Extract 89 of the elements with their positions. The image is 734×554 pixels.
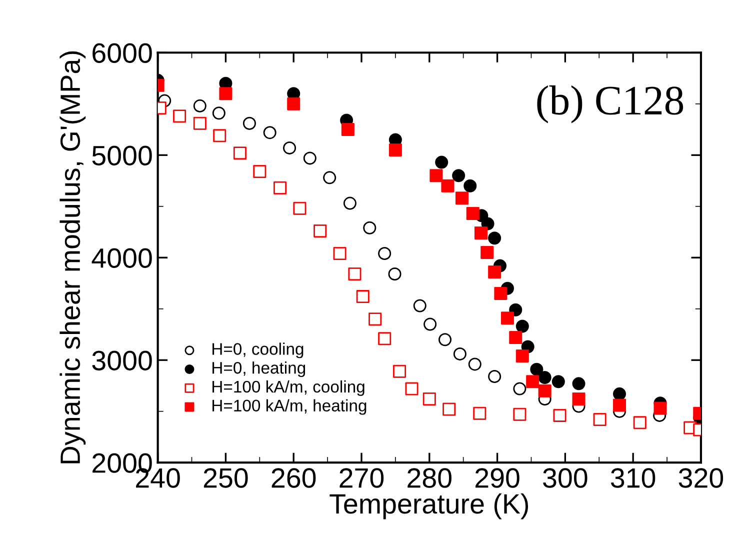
- point: [455, 192, 468, 205]
- annotation: (b) C128: [537, 85, 684, 124]
- point: [405, 382, 418, 396]
- point: [488, 232, 502, 245]
- point: [219, 87, 232, 100]
- point: [413, 299, 426, 312]
- y-tick-label: 3000: [92, 350, 152, 370]
- point: [323, 171, 336, 184]
- point: [480, 246, 494, 259]
- point: [452, 169, 466, 182]
- point: [513, 408, 526, 421]
- legend-label: H=100 kA/m, cooling: [212, 380, 364, 396]
- point: [538, 384, 552, 398]
- x-tick-label: 320: [678, 468, 724, 488]
- x-tick-label: 270: [340, 468, 384, 488]
- point: [343, 196, 356, 210]
- point: [274, 181, 287, 194]
- point: [424, 318, 437, 331]
- point: [341, 122, 354, 136]
- point: [453, 347, 466, 360]
- point: [333, 247, 346, 260]
- point: [253, 165, 266, 178]
- point: [363, 221, 376, 234]
- point: [494, 286, 508, 300]
- y-tick-label: 5000: [92, 146, 152, 166]
- x-axis-title: Temperature (K): [330, 493, 528, 520]
- point: [509, 331, 522, 344]
- point: [654, 402, 667, 415]
- point: [488, 265, 502, 278]
- point: [378, 332, 392, 346]
- point: [633, 416, 646, 430]
- point: [283, 141, 296, 154]
- point: [572, 392, 586, 406]
- point: [393, 364, 406, 378]
- point: [388, 143, 402, 156]
- point: [388, 268, 402, 281]
- point: [530, 362, 544, 376]
- point: [513, 382, 526, 396]
- legend-label: H=100 kA/m, heating: [212, 399, 366, 415]
- point: [435, 156, 448, 169]
- point: [526, 375, 540, 388]
- point: [193, 99, 206, 112]
- point: [263, 126, 276, 140]
- point: [173, 110, 186, 123]
- point: [572, 377, 586, 390]
- point: [368, 312, 382, 326]
- x-tick-label: 300: [543, 468, 588, 488]
- point: [213, 129, 226, 142]
- point: [552, 375, 565, 388]
- x-tick-label: 310: [610, 468, 656, 488]
- y-tick-label: 4000: [92, 248, 152, 268]
- point: [193, 116, 206, 130]
- point: [464, 179, 477, 192]
- point: [212, 106, 226, 120]
- point: [242, 116, 256, 130]
- x-tick-label: 250: [204, 468, 248, 488]
- point: [474, 226, 488, 240]
- y-tick-label: 6000: [92, 43, 152, 63]
- point: [593, 413, 606, 426]
- point: [442, 402, 456, 416]
- point: [348, 268, 362, 281]
- x-tick-label: 290: [476, 468, 520, 488]
- y-axis-title: Dynamic shear modulus, G'(MPa): [60, 51, 86, 464]
- point: [293, 202, 306, 215]
- x-tick-label: 260: [272, 468, 316, 488]
- point: [612, 387, 626, 400]
- point: [553, 408, 566, 422]
- point: [314, 224, 327, 238]
- point: [538, 371, 552, 384]
- x-tick-label: 280: [408, 468, 452, 488]
- point: [612, 398, 626, 412]
- point: [356, 290, 370, 304]
- point: [233, 146, 246, 160]
- point: [287, 97, 300, 110]
- point: [516, 349, 529, 363]
- point: [438, 333, 452, 346]
- point: [516, 320, 529, 333]
- point: [378, 247, 392, 260]
- point: [303, 152, 316, 165]
- point: [468, 358, 482, 371]
- point: [466, 207, 480, 220]
- legend-label: H=0, heating: [212, 362, 306, 378]
- point: [488, 370, 502, 384]
- legend-label: H=0, cooling: [212, 342, 304, 358]
- point: [441, 179, 454, 192]
- point: [422, 392, 436, 406]
- point: [430, 169, 443, 182]
- point: [473, 406, 486, 420]
- point: [500, 312, 514, 325]
